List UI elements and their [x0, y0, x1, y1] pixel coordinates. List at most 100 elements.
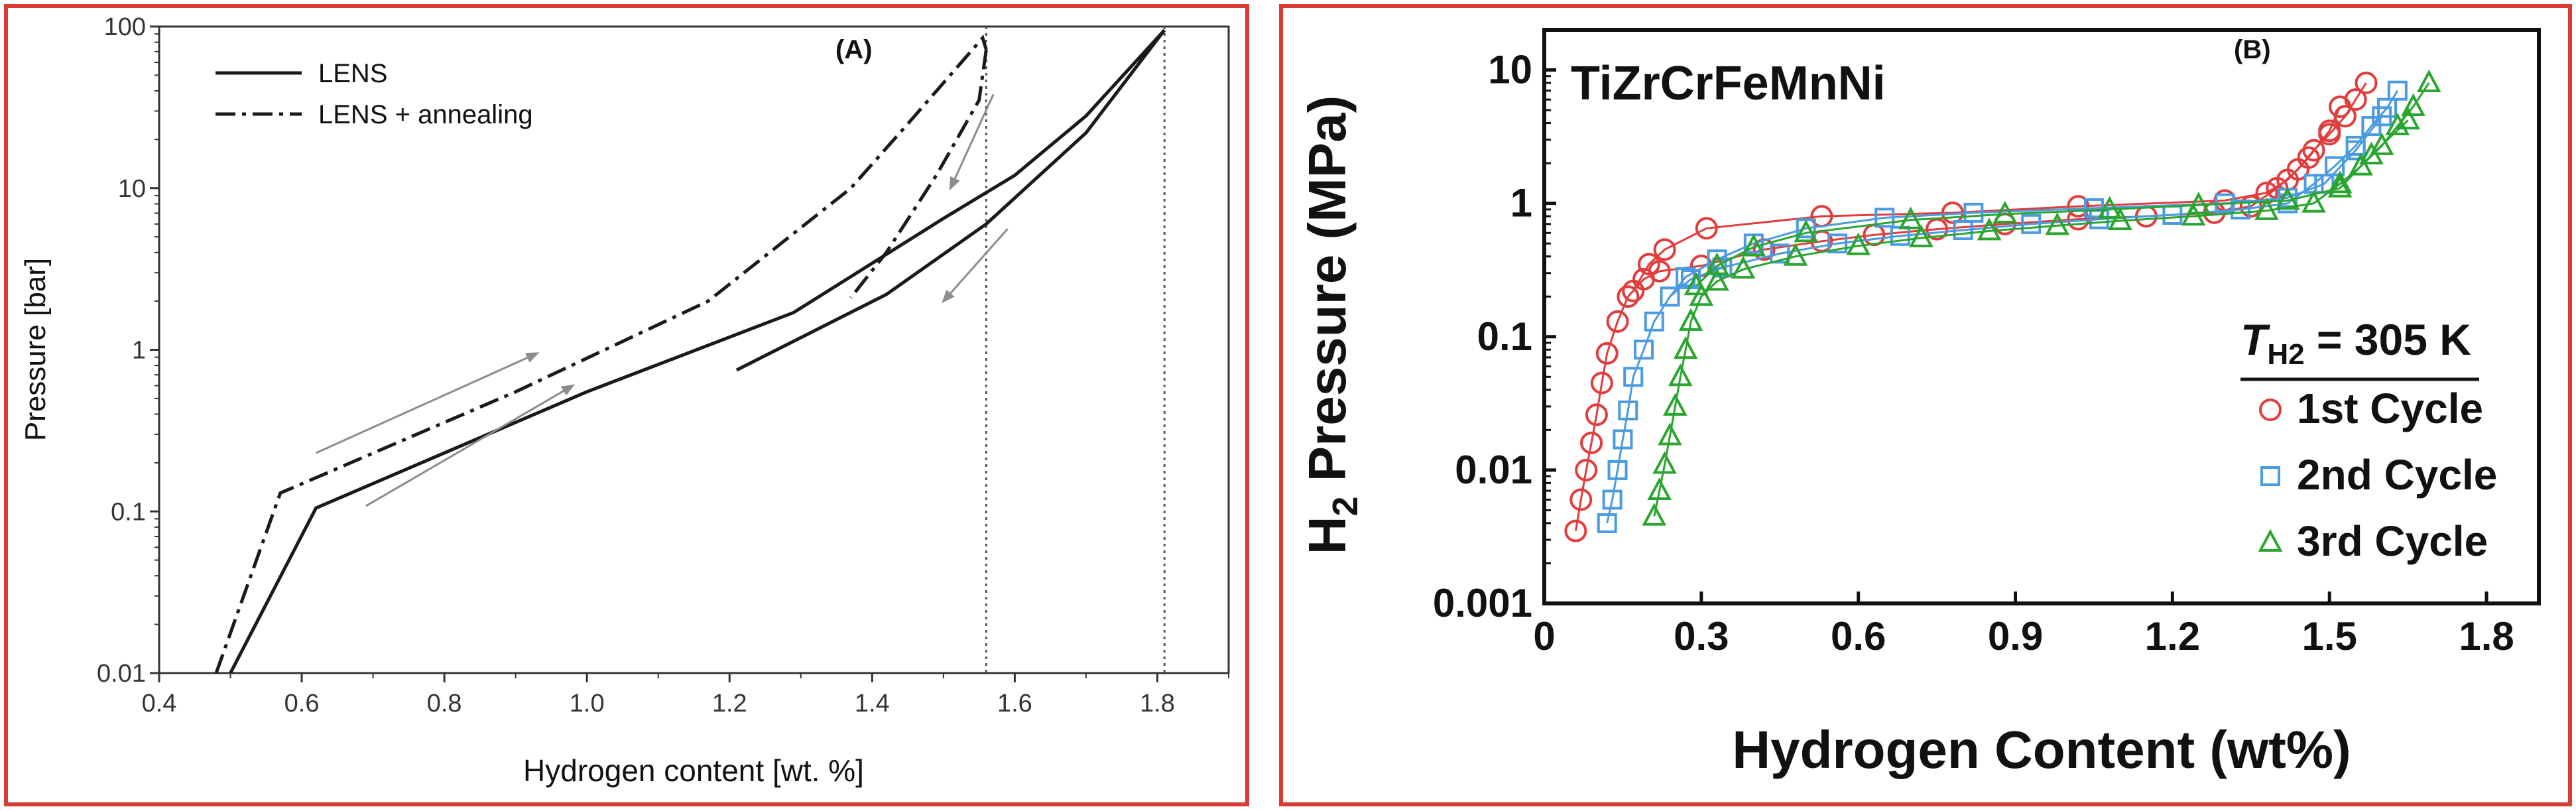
data-point-3rd-cycle	[1678, 308, 1703, 331]
series-line-2nd-cycle-desorption	[1669, 115, 2383, 298]
series-line-1st-cycle-absorption	[1574, 82, 2367, 531]
data-point-3rd-cycle	[1668, 363, 1693, 387]
data-point-2nd-cycle	[1613, 429, 1633, 450]
data-point-3rd-cycle	[2396, 107, 2420, 130]
data-point-3rd-cycle	[2186, 192, 2211, 215]
data-point-2nd-cycle	[1874, 208, 1895, 228]
x-tick-label-b: 0.6	[1831, 614, 1886, 658]
data-point-2nd-cycle	[1602, 489, 1623, 510]
x-tick-label-a: 1.6	[997, 690, 1032, 717]
data-point-3rd-cycle	[1741, 233, 1766, 257]
data-point-3rd-cycle	[2254, 197, 2279, 220]
y-tick-label-b: 0.001	[1433, 581, 1532, 625]
data-point-3rd-cycle	[1731, 255, 1756, 279]
x-tick-label-b: 1.2	[2145, 614, 2200, 658]
data-point-2nd-cycle	[1953, 220, 1973, 241]
y-axis-label-a: Pressure [bar]	[19, 258, 52, 441]
direction-arrow-4	[942, 228, 1009, 304]
data-point-1st-cycle	[1606, 310, 1629, 333]
legend-marker-1st-cycle	[2259, 399, 2282, 421]
data-point-1st-cycle	[2067, 195, 2090, 218]
data-point-3rd-cycle	[1642, 503, 1667, 526]
data-point-3rd-cycle	[1705, 252, 1729, 275]
direction-arrow-3	[949, 94, 995, 191]
data-point-2nd-cycle	[1770, 243, 1790, 264]
legend-marker-2nd-cycle	[2260, 466, 2280, 486]
data-point-3rd-cycle	[2327, 174, 2353, 198]
x-tick-label-b: 0.3	[1674, 614, 1729, 658]
y-tick-label-b: 0.1	[1477, 314, 1532, 359]
legend-label-lens-annealing: LENS + annealing	[318, 100, 533, 129]
data-point-1st-cycle	[2318, 119, 2341, 143]
y-tick-label-b: 0.01	[1455, 448, 1532, 492]
data-point-2nd-cycle	[1660, 286, 1680, 307]
x-tick-label-a: 1.2	[712, 690, 747, 717]
series-line-lens-annealing-absorption	[214, 34, 988, 673]
y-tick-label-a: 10	[118, 175, 146, 203]
x-tick-label-a: 0.4	[142, 690, 177, 717]
legend-label-3rd-cycle: 3rd Cycle	[2297, 517, 2488, 565]
chart-title-b: TiZrCrFeMnNi	[1571, 57, 1886, 110]
y-tick-label-a: 0.01	[97, 660, 146, 688]
panel-label-b: (B)	[2234, 35, 2271, 64]
data-point-1st-cycle	[1653, 238, 1676, 261]
data-point-3rd-cycle	[2045, 212, 2070, 235]
data-point-2nd-cycle	[1623, 367, 1644, 387]
panel-label-a: (A)	[835, 35, 873, 64]
data-point-1st-cycle	[1595, 342, 1619, 365]
data-point-3rd-cycle	[2275, 187, 2300, 210]
x-tick-label-a: 1.8	[1140, 690, 1175, 717]
x-axis-label-a: Hydrogen content [wt. %]	[523, 753, 864, 788]
x-tick-label-b: 0	[1533, 614, 1555, 658]
data-point-3rd-cycle	[1977, 218, 2002, 241]
data-point-1st-cycle	[1569, 488, 1593, 511]
x-tick-label-a: 0.8	[427, 690, 462, 717]
data-point-3rd-cycle	[2349, 153, 2373, 176]
data-point-3rd-cycle	[1705, 268, 1729, 291]
legend-marker-3rd-cycle	[2258, 529, 2283, 552]
data-point-3rd-cycle	[2416, 69, 2441, 93]
data-point-3rd-cycle	[1846, 232, 1871, 255]
data-point-3rd-cycle	[1673, 336, 1698, 359]
data-point-2nd-cycle	[1827, 233, 1848, 254]
data-point-2nd-cycle	[1634, 340, 1654, 360]
x-tick-label-a: 0.6	[284, 690, 320, 717]
data-point-1st-cycle	[2355, 72, 2378, 95]
data-point-1st-cycle	[1585, 403, 1608, 426]
data-point-1st-cycle	[1637, 253, 1660, 276]
legend-label-1st-cycle: 1st Cycle	[2297, 385, 2483, 432]
data-point-3rd-cycle	[2097, 196, 2122, 219]
x-tick-label-a: 1.0	[570, 690, 605, 717]
data-point-2nd-cycle	[1963, 202, 1984, 223]
data-point-1st-cycle	[1617, 285, 1640, 308]
data-point-3rd-cycle	[2181, 202, 2206, 226]
series-line-lens-annealing-desorption	[849, 49, 988, 299]
data-point-3rd-cycle	[1663, 393, 1687, 416]
data-point-2nd-cycle	[2325, 156, 2345, 176]
data-point-1st-cycle	[2297, 146, 2320, 169]
data-point-3rd-cycle	[1647, 477, 1672, 501]
series-line-2nd-cycle-absorption	[1606, 90, 2399, 524]
data-point-2nd-cycle	[1597, 513, 1617, 533]
y-tick-label-b: 1	[1510, 181, 1532, 225]
data-point-3rd-cycle	[1658, 422, 1682, 446]
x-tick-label-b: 0.9	[1988, 614, 2043, 658]
data-point-1st-cycle	[1622, 279, 1645, 302]
y-tick-label-a: 100	[104, 13, 146, 41]
data-point-3rd-cycle	[1993, 200, 2018, 223]
data-point-2nd-cycle	[2231, 199, 2250, 219]
chart-b: 0 0.3 0.6 0.9 1.2 1.5 1.8 0.001 0.01 0.1 1 10 (B) T…	[1298, 28, 2541, 779]
series-line-lens-absorption	[229, 29, 1166, 673]
data-point-3rd-cycle	[1652, 451, 1677, 474]
data-point-3rd-cycle	[1794, 219, 1819, 243]
data-point-3rd-cycle	[1898, 206, 1923, 229]
data-point-2nd-cycle	[2345, 140, 2366, 160]
x-tick-label-a: 1.4	[855, 690, 890, 717]
data-point-3rd-cycle	[2359, 141, 2384, 164]
y-axis-label-b: H2 Pressure (MPa)	[1298, 95, 1365, 555]
x-tick-label-b: 1.5	[2301, 614, 2357, 658]
series-line-lens-desorption	[735, 29, 1166, 372]
legend-label-lens: LENS	[318, 59, 388, 88]
data-point-2nd-cycle	[2021, 214, 2042, 234]
y-tick-label-a: 1	[132, 337, 146, 365]
